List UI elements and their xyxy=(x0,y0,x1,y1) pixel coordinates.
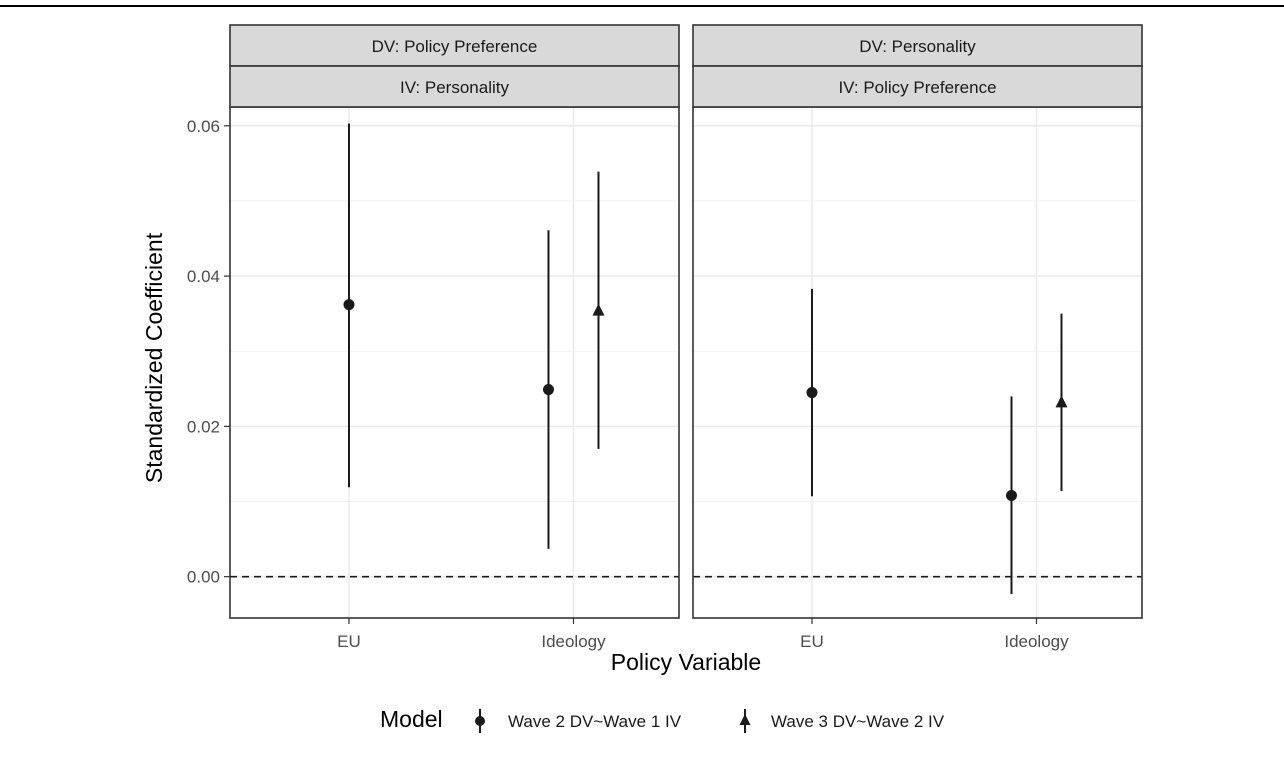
point-circle xyxy=(343,299,355,311)
legend: Model Wave 2 DV~Wave 1 IV Wave 3 DV~Wave… xyxy=(380,706,945,733)
strip-bottom-label: IV: Personality xyxy=(400,78,509,97)
y-axis-title: Standardized Coefficient xyxy=(141,232,167,483)
facet-panel-1: DV: Policy Preference IV: Personality EU Id… xyxy=(229,24,680,651)
y-tick-label: 0.06 xyxy=(187,117,220,136)
strip-top-box xyxy=(229,24,680,67)
x-tick-label: Ideology xyxy=(1004,632,1069,651)
strip-bottom-box xyxy=(229,65,680,108)
point-circle xyxy=(1005,490,1017,502)
facet-panel-2: DV: Personality IV: Policy Preference EU Id… xyxy=(692,24,1143,651)
point-triangle xyxy=(1055,395,1068,408)
legend-key-triangle xyxy=(739,709,751,733)
point-circle xyxy=(542,384,554,396)
panel-background xyxy=(230,107,679,618)
y-tick-label: 0.02 xyxy=(187,417,220,436)
strip-top-label: DV: Personality xyxy=(859,37,976,56)
x-tick-label: EU xyxy=(800,632,824,651)
x-tick-label: EU xyxy=(337,632,361,651)
panels-layer: 0.00 0.02 0.04 0.06 DV: Policy Preference IV:… xyxy=(187,24,1143,651)
legend-key-circle xyxy=(475,709,485,733)
x-tick-label: Ideology xyxy=(541,632,606,651)
strip-bottom-box xyxy=(692,65,1143,108)
legend-entry-wave3: Wave 3 DV~Wave 2 IV xyxy=(771,712,945,731)
y-tick-label: 0.00 xyxy=(187,568,220,587)
strip-bottom-label: IV: Policy Preference xyxy=(838,78,996,97)
legend-entry-wave2: Wave 2 DV~Wave 1 IV xyxy=(508,712,682,731)
panel-background xyxy=(693,107,1142,618)
x-axis-title: Policy Variable xyxy=(611,649,761,675)
strip-top-label: DV: Policy Preference xyxy=(372,37,538,56)
strip-top-box xyxy=(692,24,1143,67)
point-triangle xyxy=(592,303,605,316)
legend-title: Model xyxy=(380,706,443,732)
y-tick-label: 0.04 xyxy=(187,267,220,286)
point-circle xyxy=(806,387,818,399)
